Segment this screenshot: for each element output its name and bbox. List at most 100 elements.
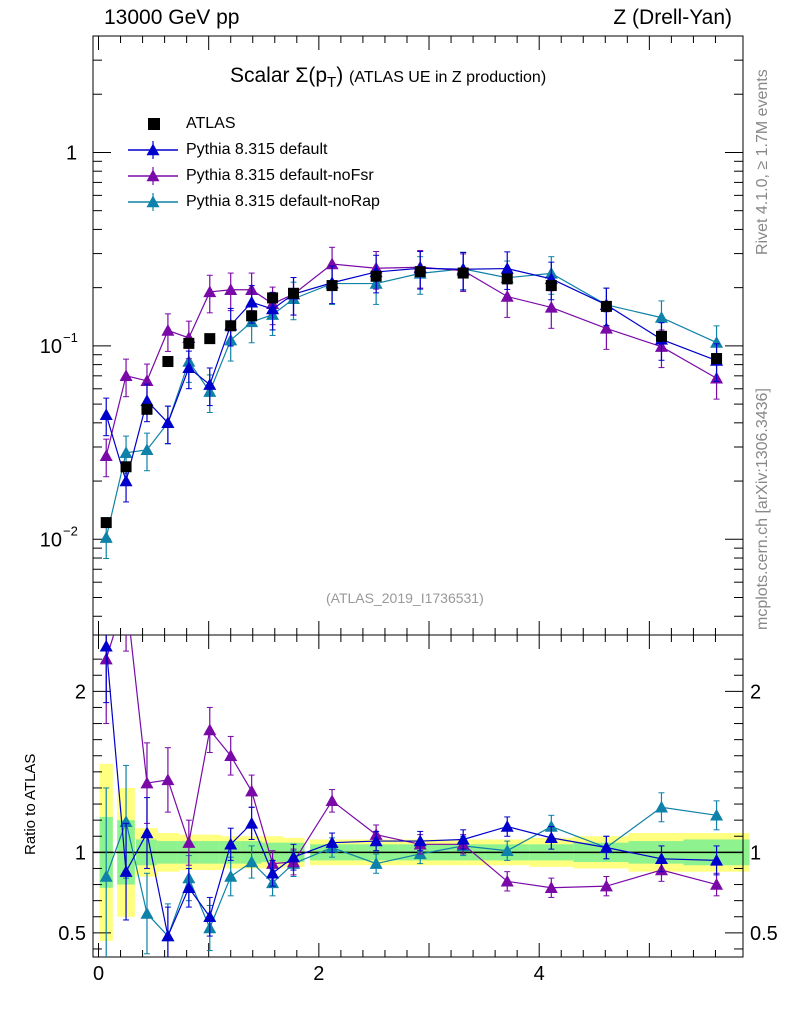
- data-point-noFsr: [99, 449, 113, 462]
- ratio-point-default: [369, 834, 383, 847]
- data-point-default: [161, 416, 175, 429]
- data-point-atlas: [100, 517, 112, 529]
- data-point-atlas: [120, 461, 132, 473]
- legend-label-default: Pythia 8.315 default: [186, 141, 328, 158]
- data-point-atlas: [501, 273, 513, 285]
- ratio-y-tick-label-right: 1: [750, 842, 761, 864]
- ratio-y-tick-label: 0.5: [58, 923, 86, 945]
- ratio-y-tick-label: 1: [75, 842, 86, 864]
- ratio-point-default: [654, 852, 668, 864]
- data-point-noFsr: [224, 283, 238, 295]
- legend-label-nofsr: Pythia 8.315 default-noFsr: [186, 167, 374, 184]
- y-tick-label: 10: [40, 529, 62, 551]
- ratio-point-noFsr: [544, 881, 558, 893]
- ratio-y-tick-label-right: 0.5: [750, 923, 778, 945]
- ratio-point-noFsr: [325, 794, 339, 807]
- legend-label-norap: Pythia 8.315 default-noRap: [186, 193, 380, 210]
- ratio-point-noFsr: [140, 776, 154, 789]
- ratio-point-default: [245, 816, 259, 829]
- data-point-atlas: [267, 292, 279, 304]
- ratio-point-noRap: [654, 800, 668, 813]
- ratio-point-default: [119, 865, 133, 877]
- data-point-atlas: [600, 300, 612, 312]
- legend-label-atlas: ATLAS: [186, 115, 236, 132]
- process-label: Z (Drell-Yan): [613, 6, 732, 29]
- ratio-line-default: [105, 646, 717, 939]
- series-line-default: [105, 267, 717, 484]
- x-tick-label: 2: [313, 963, 324, 985]
- ratio-point-default: [161, 929, 175, 942]
- data-point-default: [245, 295, 259, 308]
- axis-ticks: [93, 35, 743, 957]
- y-tick-label-exponent: −2: [63, 523, 78, 538]
- ratio-point-noRap: [99, 870, 113, 882]
- plot-frames: [92, 35, 744, 958]
- ratio-point-noFsr: [182, 836, 196, 848]
- data-point-atlas: [204, 333, 216, 345]
- data-point-atlas: [545, 280, 557, 292]
- data-point-atlas: [655, 330, 667, 342]
- ratio-point-noFsr: [245, 784, 259, 797]
- y-tick-label-exponent: −1: [63, 330, 78, 345]
- ratio-point-default: [99, 639, 113, 652]
- data-point-atlas: [414, 266, 426, 278]
- data-point-noFsr: [599, 321, 613, 334]
- data-point-noRap: [99, 531, 113, 543]
- ratio-point-noRap: [224, 870, 238, 882]
- data-point-atlas: [288, 287, 300, 299]
- data-point-noRap: [710, 336, 724, 348]
- data-point-default: [203, 378, 217, 390]
- axis-tick-labels: 0 2 410 −210 −110.5 0.51 12 2: [40, 142, 778, 985]
- ratio-point-noRap: [710, 808, 724, 821]
- ratio-y-tick-label-right: 2: [750, 681, 761, 703]
- data-point-noFsr: [119, 369, 133, 382]
- ratio-point-default: [182, 881, 196, 893]
- rivet-version-label: Rivet 4.1.0, ≥ 1.7M events: [754, 69, 771, 255]
- title-close: ): [336, 64, 344, 87]
- ratio-point-default: [599, 841, 613, 853]
- data-point-noFsr: [161, 324, 175, 336]
- analysis-reference: (ATLAS_2019_I1736531): [326, 590, 484, 606]
- ratio-line-noRap: [105, 806, 717, 938]
- ratio-point-noFsr: [120, 588, 133, 600]
- data-point-atlas: [141, 403, 153, 415]
- ratio-point-noFsr: [500, 874, 514, 887]
- ratio-series-default: [99, 635, 724, 957]
- legend-marker-atlas: [148, 118, 160, 130]
- data-point-noFsr: [140, 374, 154, 386]
- ratio-point-default: [203, 910, 217, 922]
- ratio-point-noFsr: [599, 879, 613, 892]
- main-plot-series: [99, 246, 724, 559]
- data-point-default: [99, 408, 113, 421]
- ratio-point-noRap: [544, 820, 558, 832]
- x-tick-label: 0: [93, 963, 104, 985]
- data-point-noFsr: [203, 285, 217, 298]
- ratio-point-noRap: [369, 857, 383, 869]
- data-point-atlas: [457, 267, 469, 279]
- y-tick-label: 1: [66, 142, 77, 164]
- ratio-point-default: [224, 837, 238, 850]
- title-subscript: T: [327, 74, 337, 92]
- energy-label: 13000 GeV pp: [104, 6, 240, 29]
- ratio-point-noFsr: [161, 773, 175, 786]
- data-point-noRap: [119, 446, 133, 458]
- y-tick-label: 10: [40, 336, 62, 358]
- data-point-atlas: [326, 280, 338, 292]
- ratio-point-noRap: [500, 844, 514, 856]
- series-line-noFsr: [105, 263, 717, 456]
- data-point-atlas: [711, 353, 723, 365]
- ratio-point-noFsr: [203, 723, 217, 736]
- ratio-point-default: [140, 826, 154, 839]
- data-point-noFsr: [325, 257, 339, 270]
- data-point-default: [119, 474, 133, 487]
- ratio-point-default: [266, 866, 280, 879]
- data-point-atlas: [225, 320, 237, 332]
- ratio-axis-label: Ratio to ATLAS: [22, 753, 39, 855]
- title-main: Scalar Σ(p: [230, 64, 328, 87]
- ratio-point-default: [413, 834, 427, 847]
- ratio-plot-frame: [92, 634, 744, 958]
- data-point-noRap: [654, 311, 668, 323]
- legend-marker-noFsr: [146, 169, 160, 182]
- title-note: (ATLAS UE in Z production): [349, 69, 547, 86]
- ratio-point-default: [544, 831, 558, 844]
